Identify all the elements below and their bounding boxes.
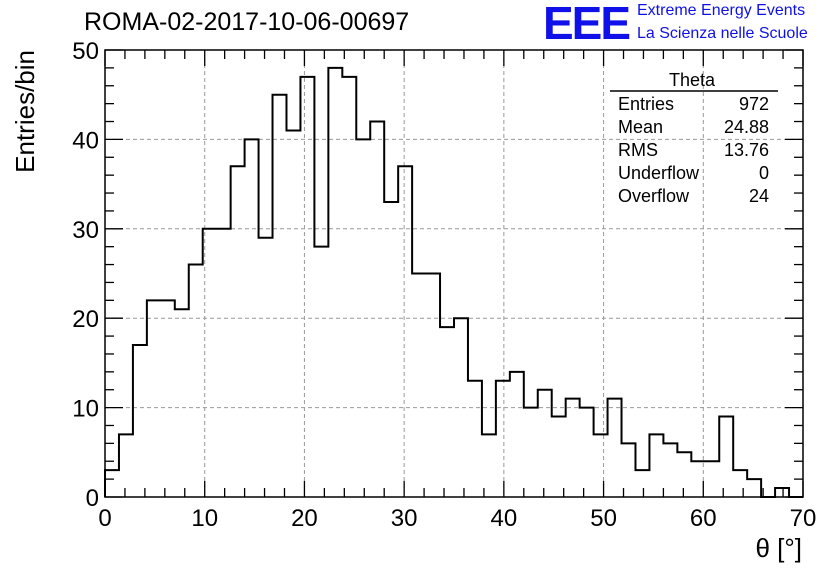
stats-title: Theta [669,70,716,90]
stats-row-label: Entries [618,94,674,114]
histogram-bin [663,443,677,497]
run-title: ROMA-02-2017-10-06-00697 [84,8,410,36]
stats-box: Theta Entries 972 Mean 24.88 RMS 13.76 Underfl… [610,70,778,206]
histogram-bin [217,229,231,497]
histogram-bin [175,309,189,497]
histogram-bin [231,166,245,497]
y-tick-label: 50 [72,38,99,65]
histogram-bin [635,470,649,497]
histogram-bin [440,327,454,497]
y-tick-label: 40 [72,127,99,154]
axis-ticks: 0 10 20 30 40 50 60 70 0 10 20 30 40 50 [72,38,816,532]
y-tick-label: 30 [72,217,99,244]
x-tick-label: 40 [491,505,518,532]
histogram-bin [608,399,622,497]
histogram-bin [510,372,524,497]
stats-row-label: Overflow [618,186,690,206]
y-tick-label: 0 [86,485,99,512]
histogram-bin [775,488,789,497]
x-tick-label: 20 [291,505,318,532]
histogram-bin [733,470,747,497]
histogram-bin [594,434,608,497]
histogram-bin [189,265,203,497]
histogram-bin [328,68,342,497]
histogram-bin [468,381,482,497]
y-tick-label: 20 [72,306,99,333]
stats-row-label: Underflow [618,163,700,183]
histogram-outline [104,66,803,498]
y-tick-label: 10 [72,396,99,423]
histogram-bin [649,434,663,497]
stats-row-value: 0 [759,163,769,183]
histogram-bin [259,238,273,497]
histogram-bins [105,68,789,497]
histogram-bin [161,300,175,497]
histogram-bin [677,452,691,497]
x-axis-label: θ [°] [755,533,802,563]
histogram-bin [719,417,733,497]
histogram-bin [412,274,426,498]
histogram-bin [482,434,496,497]
histogram-bin [426,274,440,498]
histogram-bin [705,461,719,497]
histogram-bin [496,381,510,497]
histogram-bin [370,122,384,497]
histogram-bin [133,345,147,497]
y-axis-label: Entries/bin [10,50,40,173]
histogram-bin [747,479,761,497]
histogram-bin [580,408,594,497]
histogram-bin [384,202,398,497]
logo-line-2: La Scienza nelle Scuole [637,25,808,42]
eee-logo: EEE [543,0,631,49]
histogram-bin [524,408,538,497]
histogram-bin [273,95,287,497]
x-tick-label: 30 [391,505,418,532]
x-tick-label: 50 [590,505,617,532]
stats-row-label: Mean [618,117,663,137]
x-tick-label: 0 [98,505,111,532]
plot-frame [104,49,804,498]
histogram-bin [398,166,412,497]
logo-line-1: Extreme Energy Events [637,2,806,19]
x-tick-label: 60 [690,505,717,532]
stats-row-value: 972 [739,94,769,114]
stats-row-value: 13.76 [724,140,769,160]
histogram-bin [105,470,119,497]
x-tick-label: 70 [790,505,817,532]
histogram-bin [566,399,580,497]
histogram-bin [552,417,566,497]
histogram-bin [538,390,552,497]
x-tick-label: 10 [191,505,218,532]
stats-row-value: 24.88 [724,117,769,137]
histogram-bin [119,434,133,497]
grid [105,50,803,497]
stats-row-value: 24 [749,186,769,206]
histogram-bin [147,300,161,497]
histogram-bin [286,130,300,497]
stats-row-label: RMS [618,140,658,160]
histogram-bin [314,247,328,497]
